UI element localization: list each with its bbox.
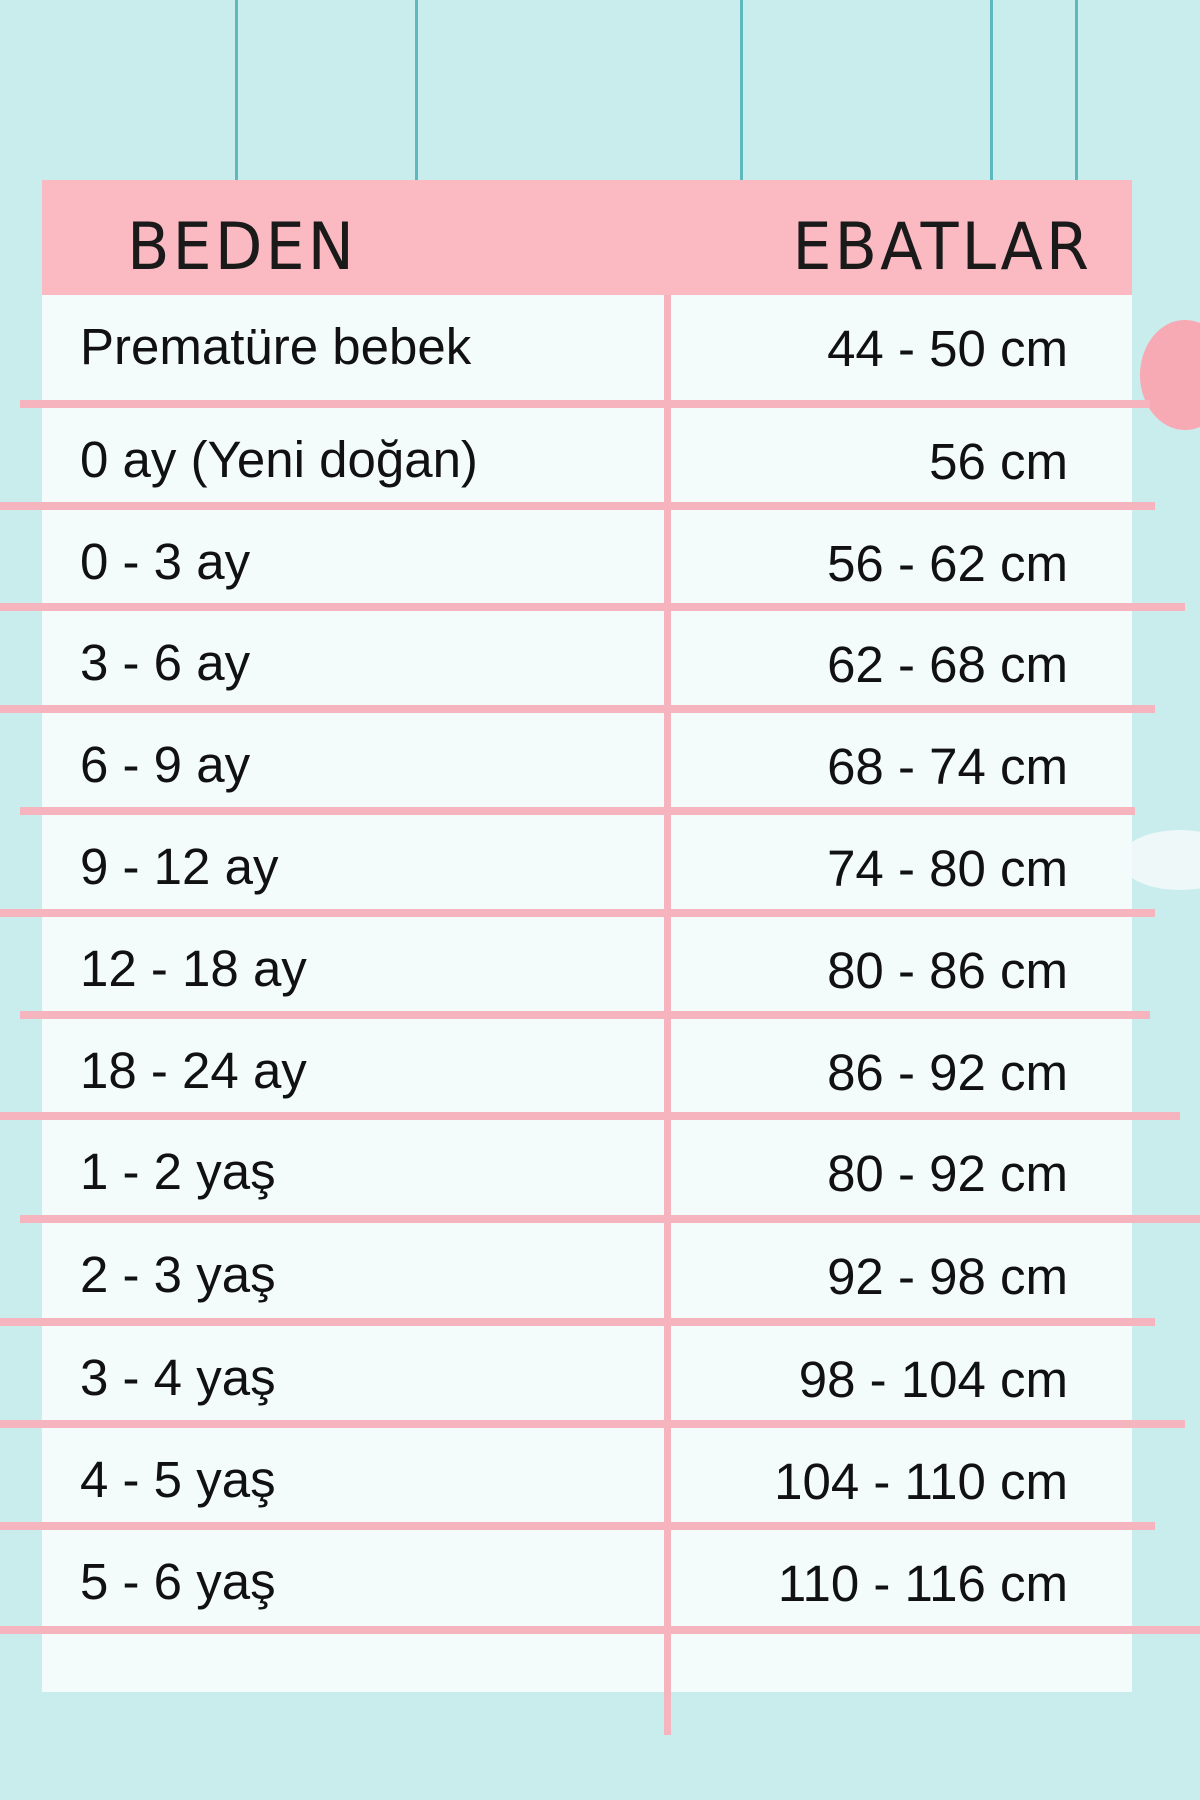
size-cell: 2 - 3 yaş [80, 1246, 276, 1303]
string-decoration [235, 0, 238, 182]
cloud-decoration [1120, 830, 1200, 890]
table-header: BEDEN EBATLAR [42, 180, 1132, 295]
size-cell: 9 - 12 ay [80, 838, 279, 895]
measure-cell: 80 - 92 cm [827, 1145, 1068, 1202]
size-cell: Prematüre bebek [80, 318, 472, 375]
measure-cell: 98 - 104 cm [798, 1351, 1068, 1408]
measure-cell: 104 - 110 cm [774, 1453, 1068, 1510]
row-divider [0, 1112, 1180, 1120]
size-cell: 3 - 6 ay [80, 634, 251, 691]
size-cell: 4 - 5 yaş [80, 1451, 276, 1508]
row-divider [20, 807, 1135, 815]
header-measure: EBATLAR [792, 208, 1092, 285]
size-cell: 0 ay (Yeni doğan) [80, 431, 478, 488]
measure-cell: 80 - 86 cm [827, 942, 1068, 999]
row-divider [0, 1522, 1155, 1530]
row-divider [0, 705, 1155, 713]
string-decoration [740, 0, 743, 182]
row-divider [0, 603, 1185, 611]
bib-decoration [1140, 320, 1200, 430]
row-divider [20, 400, 1150, 408]
size-cell: 12 - 18 ay [80, 940, 307, 997]
measure-cell: 56 - 62 cm [827, 535, 1068, 592]
row-divider [20, 1011, 1150, 1019]
row-divider [0, 909, 1155, 917]
row-divider [0, 1420, 1185, 1428]
measure-cell: 62 - 68 cm [827, 636, 1068, 693]
measure-cell: 56 cm [929, 433, 1068, 490]
string-decoration [415, 0, 418, 182]
header-size: BEDEN [127, 208, 358, 285]
size-chart-table [42, 180, 1132, 1692]
size-cell: 5 - 6 yaş [80, 1553, 276, 1610]
row-divider [0, 1318, 1155, 1326]
size-cell: 6 - 9 ay [80, 736, 251, 793]
row-divider [0, 502, 1155, 510]
size-cell: 0 - 3 ay [80, 533, 251, 590]
measure-cell: 44 - 50 cm [827, 320, 1068, 377]
measure-cell: 110 - 116 cm [777, 1555, 1068, 1612]
measure-cell: 68 - 74 cm [827, 738, 1068, 795]
row-divider [0, 1626, 1200, 1634]
size-cell: 3 - 4 yaş [80, 1349, 276, 1406]
row-divider [20, 1215, 1200, 1223]
measure-cell: 86 - 92 cm [827, 1044, 1068, 1101]
measure-cell: 92 - 98 cm [827, 1248, 1068, 1305]
string-decoration [990, 0, 993, 182]
size-cell: 1 - 2 yaş [80, 1143, 276, 1200]
measure-cell: 74 - 80 cm [827, 840, 1068, 897]
string-decoration [1075, 0, 1078, 182]
size-cell: 18 - 24 ay [80, 1042, 307, 1099]
